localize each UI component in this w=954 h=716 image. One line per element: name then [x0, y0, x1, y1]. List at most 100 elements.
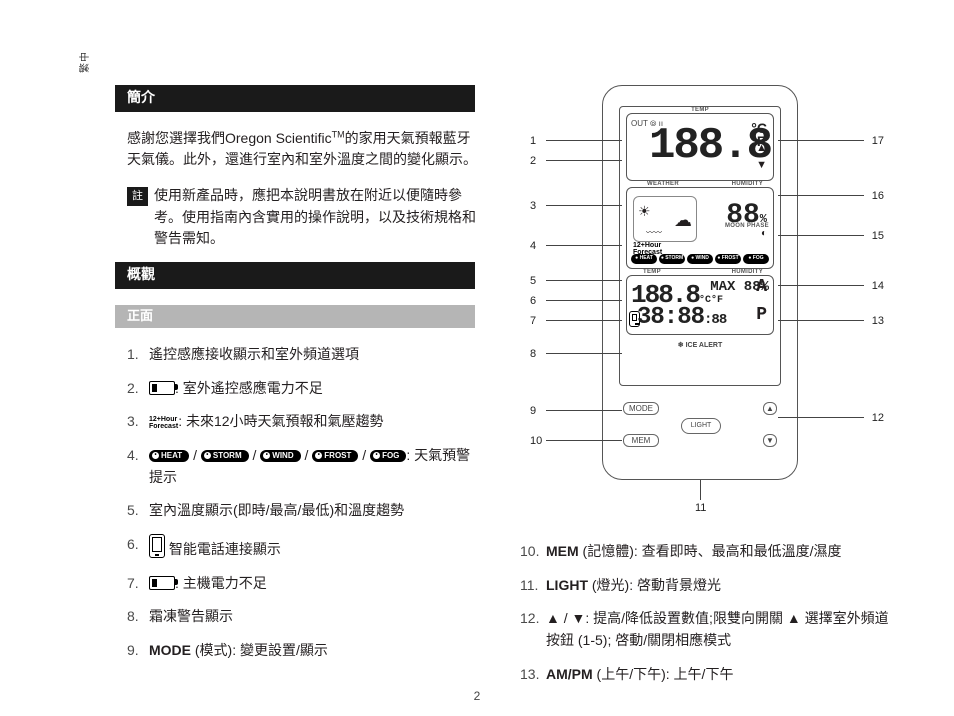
- btn-up: ▲: [763, 402, 777, 415]
- item-body: •HEAT / •STORM / •WIND / •FROST / •FOG: …: [149, 445, 480, 488]
- mini-pill: ● HEAT: [631, 254, 657, 264]
- alert-pills-row: ● HEAT● STORM● WIND● FROST● FOG: [631, 254, 769, 264]
- leader-line: [778, 320, 864, 321]
- forecast-icon: 12+HourForecast: [149, 416, 178, 430]
- leader-line: [778, 140, 864, 141]
- btn-mem: MEM: [623, 434, 659, 447]
- note-text: 使用新產品時，應把本說明書放在附近以便隨時參考。使用指南內含實用的操作說明，以及…: [154, 185, 480, 250]
- seg-ampm: AP: [756, 274, 767, 330]
- item-body: MODE (模式): 變更設置/顯示: [149, 640, 480, 662]
- note-badge: 註: [127, 187, 148, 206]
- callout-number: 11: [695, 500, 706, 517]
- item-body: 遙控感應接收顯示和室外頻道選項: [149, 344, 480, 366]
- weather-icon: ☀ ☁ 〰〰: [633, 196, 697, 242]
- device-outline: TEMP OUT ⦾ ıı 188.8 °C°F ▲▼ WEATHER HUMI…: [602, 85, 798, 480]
- item-body: AM/PM (上午/下午): 上午/下午: [546, 664, 890, 686]
- item-number: 3.: [127, 411, 149, 433]
- mini-pill: ● FOG: [743, 254, 769, 264]
- ice-alert-label: ICE ALERT: [626, 341, 774, 352]
- triangle-up-icon: ▲: [546, 610, 560, 626]
- callout-number: 14: [872, 278, 884, 295]
- leader-line: [546, 140, 622, 141]
- leader-line: [546, 440, 622, 441]
- callout-number: 3: [530, 198, 536, 215]
- left-list: 1.遙控感應接收顯示和室外頻道選項2.: 室外遙控感應電力不足3.12+Hour…: [127, 344, 480, 662]
- mini-pill: ● FROST: [715, 254, 741, 264]
- leader-line: [546, 410, 622, 411]
- item-number: 9.: [127, 640, 149, 662]
- list-item: 1.遙控感應接收顯示和室外頻道選項: [127, 344, 480, 366]
- panel-weather: WEATHER HUMIDITY ☀ ☁ 〰〰 88% MOON PHASE ◐: [626, 187, 774, 269]
- heading-overview: 概觀: [115, 262, 475, 289]
- item-body: : 室外遙控感應電力不足: [149, 378, 480, 400]
- device-screen: TEMP OUT ⦾ ıı 188.8 °C°F ▲▼ WEATHER HUMI…: [619, 106, 781, 386]
- right-column: TEMP OUT ⦾ ıı 188.8 °C°F ▲▼ WEATHER HUMI…: [520, 85, 890, 697]
- btn-mode: MODE: [623, 402, 659, 415]
- label-temp: TEMP: [691, 106, 709, 115]
- device-figure: TEMP OUT ⦾ ıı 188.8 °C°F ▲▼ WEATHER HUMI…: [520, 85, 890, 525]
- leader-line: [778, 417, 864, 418]
- item-lead: MODE: [149, 642, 191, 658]
- item-number: 8.: [127, 606, 149, 628]
- seg-time: 38:88:88: [637, 306, 726, 330]
- leader-line: [546, 320, 622, 321]
- left-column: 簡介 感謝您選擇我們Oregon ScientificTM的家用天氣預報藍牙天氣…: [115, 85, 480, 697]
- battery-icon: [149, 576, 175, 590]
- list-item: 13.AM/PM (上午/下午): 上午/下午: [520, 664, 890, 686]
- callout-number: 13: [872, 313, 884, 330]
- item-number: 7.: [127, 573, 149, 595]
- item-number: 11.: [520, 575, 546, 597]
- callout-number: 7: [530, 313, 536, 330]
- callout-number: 2: [530, 153, 536, 170]
- callout-number: 15: [872, 228, 884, 245]
- list-item: 2.: 室外遙控感應電力不足: [127, 378, 480, 400]
- label-humidity: HUMIDITY: [732, 180, 763, 189]
- callout-number: 8: [530, 346, 536, 363]
- callout-number: 12: [872, 410, 884, 427]
- alert-pill: •WIND: [260, 450, 300, 462]
- battery-icon: [149, 381, 175, 395]
- side-tab: 繁中: [78, 51, 94, 73]
- moon-icon: ◐: [761, 226, 767, 242]
- leader-line: [546, 300, 622, 301]
- leader-line: [546, 205, 622, 206]
- callout-number: 16: [872, 188, 884, 205]
- item-lead: AM/PM: [546, 666, 593, 682]
- alert-pill: •FOG: [370, 450, 406, 462]
- trend-arrows: ▲▼: [756, 140, 767, 174]
- list-item: 11.LIGHT (燈光): 啓動背景燈光: [520, 575, 890, 597]
- list-item: 6. 智能電話連接顯示: [127, 534, 480, 561]
- item-body: 智能電話連接顯示: [149, 534, 480, 561]
- note-row: 註 使用新產品時，應把本說明書放在附近以便隨時參考。使用指南內含實用的操作說明，…: [127, 185, 480, 250]
- page-number: 2: [0, 687, 954, 706]
- panel-outdoor-temp: TEMP OUT ⦾ ıı 188.8 °C°F ▲▼: [626, 113, 774, 181]
- list-item: 10.MEM (記憶體): 查看即時、最高和最低溫度/濕度: [520, 541, 890, 563]
- list-item: 5.室內溫度顯示(即時/最高/最低)和溫度趨勢: [127, 500, 480, 522]
- callout-number: 17: [872, 133, 884, 150]
- item-lead: MEM: [546, 543, 579, 559]
- callout-number: 5: [530, 273, 536, 290]
- leader-line: [546, 160, 622, 161]
- subheading-front: 正面: [115, 305, 475, 328]
- alert-pill: •FROST: [312, 450, 358, 462]
- callout-number: 1: [530, 133, 536, 150]
- heading-intro: 簡介: [115, 85, 475, 112]
- leader-line: [546, 245, 622, 246]
- intro-paragraph: 感謝您選擇我們Oregon ScientificTM的家用天氣預報藍牙天氣儀。此…: [127, 128, 480, 171]
- item-body: MEM (記憶體): 查看即時、最高和最低溫度/濕度: [546, 541, 890, 563]
- leader-line: [778, 285, 864, 286]
- item-number: 2.: [127, 378, 149, 400]
- label-temp2: TEMP: [643, 268, 661, 277]
- callout-number: 6: [530, 293, 536, 310]
- list-item: 7.: 主機電力不足: [127, 573, 480, 595]
- phone-icon: [149, 534, 165, 558]
- mini-pill: ● WIND: [687, 254, 713, 264]
- item-number: 12.: [520, 608, 546, 630]
- btn-down: ▼: [763, 434, 777, 447]
- mini-pill: ● STORM: [659, 254, 685, 264]
- tm-mark: TM: [332, 129, 345, 139]
- item-number: 1.: [127, 344, 149, 366]
- item-number: 4.: [127, 445, 149, 467]
- leader-line: [778, 235, 864, 236]
- intro-text-a: 感謝您選擇我們Oregon Scientific: [127, 130, 332, 146]
